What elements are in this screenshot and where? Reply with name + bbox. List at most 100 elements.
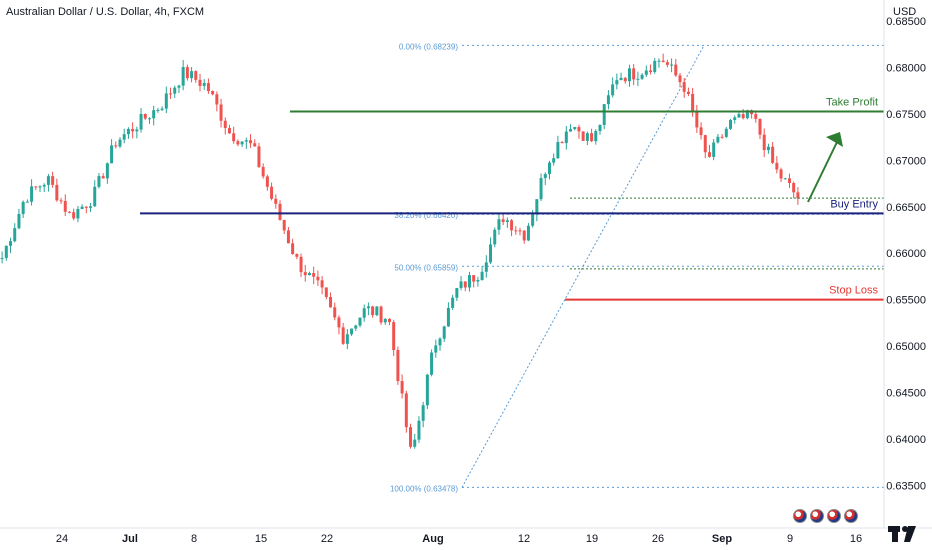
candle-body: [463, 281, 467, 288]
candle-body: [514, 230, 518, 232]
price-axis[interactable]: [884, 0, 932, 550]
candle-body: [590, 133, 594, 142]
candle-body: [72, 212, 76, 219]
candle-body: [531, 213, 535, 226]
candle-body: [724, 128, 728, 137]
candle-body: [480, 271, 484, 281]
candle-body: [173, 87, 177, 94]
candle-body: [758, 118, 762, 135]
candle-body: [619, 77, 623, 81]
price-tick-label: 0.66000: [886, 248, 926, 260]
candle-body: [34, 186, 38, 188]
candle-body: [194, 71, 198, 80]
candle-body: [493, 229, 497, 245]
candle-body: [640, 74, 644, 79]
candle-body: [564, 131, 568, 144]
tradingview-logo-icon[interactable]: [888, 524, 922, 544]
candle-body: [745, 110, 749, 119]
candle-body: [9, 241, 13, 246]
candle-body: [190, 71, 194, 79]
candle-body: [446, 307, 450, 327]
candle-body: [118, 139, 122, 147]
candle-body: [17, 214, 21, 229]
us-flag-icon[interactable]: [810, 509, 824, 523]
candle-body: [573, 127, 577, 130]
candle-body: [379, 306, 383, 323]
candle-body: [114, 145, 118, 147]
time-tick-label: 15: [255, 533, 267, 545]
candle-body: [341, 327, 345, 344]
candle-body: [497, 219, 501, 230]
symbol-title[interactable]: Australian Dollar / U.S. Dollar, 4h, FXC…: [6, 6, 205, 18]
candle-body: [623, 77, 627, 82]
candle-body: [707, 152, 711, 157]
candle-body: [560, 142, 564, 144]
candle-body: [413, 439, 417, 447]
event-flags[interactable]: [793, 509, 858, 523]
candle-body: [265, 176, 269, 187]
candle-body: [779, 169, 783, 179]
candle-body: [392, 322, 396, 351]
candle-body: [649, 70, 653, 72]
candle-body: [97, 176, 101, 187]
candle-body: [733, 117, 737, 120]
candle-body: [156, 109, 160, 111]
candle-body: [152, 110, 156, 119]
candle-body: [202, 83, 206, 86]
candle-body: [581, 131, 585, 141]
fib-level-label: 38.20% (0.66420): [394, 211, 458, 220]
us-flag-icon[interactable]: [827, 509, 841, 523]
level-label: Stop Loss: [829, 285, 878, 297]
candle-body: [249, 140, 253, 144]
candle-body: [206, 83, 210, 92]
candle-body: [181, 67, 185, 86]
time-tick-label: 19: [586, 533, 598, 545]
currency-label[interactable]: USD: [893, 6, 917, 18]
candle-body: [135, 129, 139, 132]
candle-body: [51, 176, 55, 185]
candle-body: [67, 211, 71, 213]
candle-body: [371, 306, 375, 316]
candle-body: [55, 184, 59, 201]
candle-body: [585, 133, 589, 141]
candle-body: [232, 133, 236, 142]
fib-level-label: 0.00% (0.68239): [399, 42, 458, 51]
candle-body: [324, 287, 328, 298]
candle-body: [185, 67, 189, 79]
arrow-up-icon[interactable]: [807, 139, 839, 203]
candle-body: [299, 256, 303, 273]
candle-body: [632, 68, 636, 80]
candle-body: [699, 127, 703, 136]
candle-body: [30, 186, 34, 202]
time-tick-label: Aug: [422, 533, 443, 545]
price-tick-label: 0.67500: [886, 109, 926, 121]
candle-body: [400, 381, 404, 394]
candle-body: [42, 184, 46, 187]
candle-body: [518, 230, 522, 232]
candle-body: [729, 119, 733, 129]
candle-body: [510, 220, 514, 231]
candle-body: [143, 113, 147, 119]
candle-body: [223, 120, 227, 129]
candle-body: [282, 219, 286, 231]
candle-body: [303, 272, 307, 276]
candle-body: [307, 272, 311, 276]
candle-body: [455, 287, 459, 298]
candle-body: [345, 334, 349, 344]
level-label: Take Profit: [826, 96, 878, 108]
candle-body: [792, 183, 796, 193]
au-flag-icon[interactable]: [793, 509, 807, 523]
fib-level-label: 100.00% (0.63478): [390, 484, 458, 493]
price-tick-label: 0.68500: [886, 16, 926, 28]
fibonacci-retracement[interactable]: 0.00% (0.68239) 38.20% (0.66420) 50.00% (0…: [390, 42, 884, 493]
candle-body: [396, 350, 400, 382]
time-tick-label: Sep: [712, 533, 732, 545]
candle-body: [501, 219, 505, 223]
candle-body: [101, 176, 105, 179]
price-tick-label: 0.66500: [886, 202, 926, 214]
candle-body: [387, 318, 391, 323]
us-flag-icon[interactable]: [844, 509, 858, 523]
candle-body: [442, 326, 446, 339]
candle-body: [25, 201, 29, 203]
